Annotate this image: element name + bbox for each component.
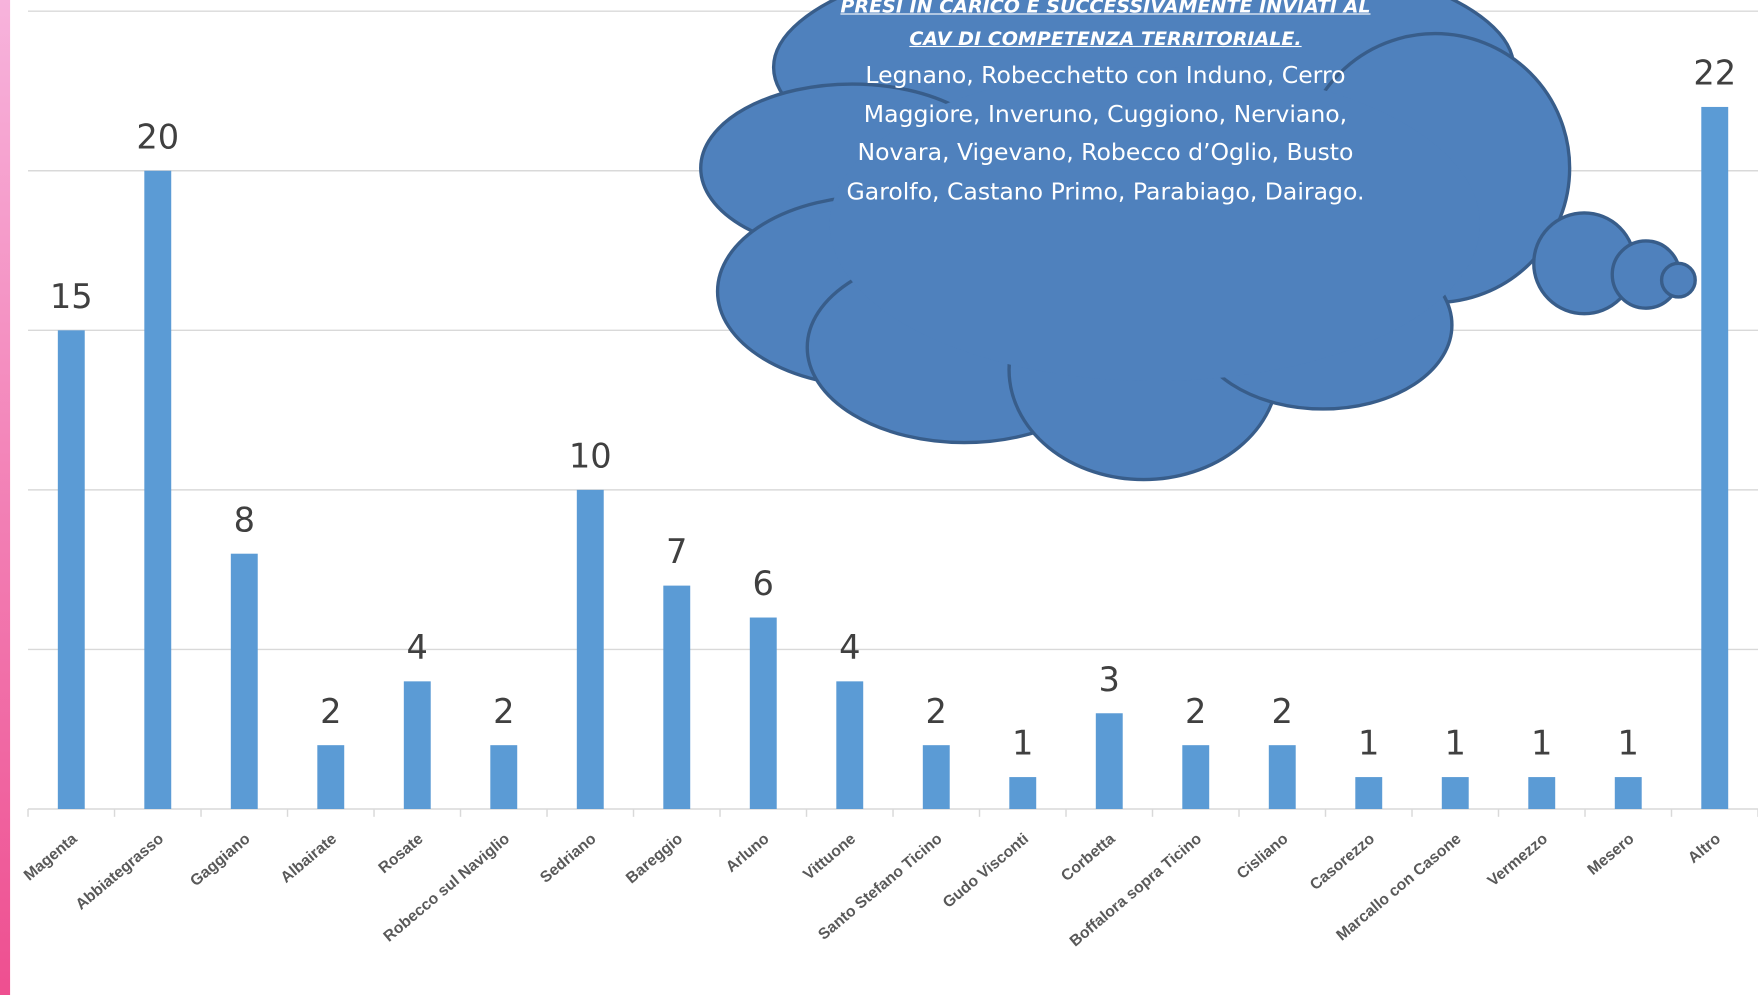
value-label: 3 <box>1099 660 1120 699</box>
page: Magenta 15 Abbiategrasso 20 Gaggiano 8 Albaira… <box>0 0 1758 995</box>
bar <box>663 586 690 809</box>
bar <box>1442 777 1469 809</box>
x-tick-label: Casorezzo <box>1307 830 1378 893</box>
value-label: 6 <box>753 564 774 603</box>
x-tick-label: Bareggio <box>623 830 686 887</box>
value-label: 2 <box>1185 692 1206 731</box>
x-tick-label: Albairate <box>278 830 341 886</box>
value-label: 2 <box>493 692 514 731</box>
chart: Magenta 15 Abbiategrasso 20 Gaggiano 8 Albaira… <box>0 0 1758 995</box>
bar <box>144 171 171 809</box>
bar <box>923 745 950 809</box>
bar <box>1009 777 1036 809</box>
bar <box>1096 713 1123 809</box>
x-tick-label: Arluno <box>723 830 773 875</box>
callout: PRESI IN CARICO E SUCCESSIVAMENTE INVIAT… <box>830 0 1382 316</box>
bar <box>836 681 863 809</box>
value-label: 1 <box>1358 724 1379 763</box>
value-label: 1 <box>1531 724 1552 763</box>
x-tick-label: Rosate <box>376 830 427 877</box>
value-label: 7 <box>666 532 687 571</box>
value-label: 8 <box>234 500 255 539</box>
bar <box>1615 777 1642 809</box>
bar <box>404 681 431 809</box>
bar <box>317 745 344 809</box>
bar <box>1701 107 1728 809</box>
value-label: 1 <box>1618 724 1639 763</box>
bar <box>1182 745 1209 809</box>
x-tick-label: Gudo Visconti <box>940 830 1032 911</box>
bar <box>231 554 258 809</box>
value-label: 1 <box>1012 724 1033 763</box>
value-label: 4 <box>839 628 860 667</box>
bar <box>490 745 517 809</box>
x-tick-label: Mesero <box>1585 830 1638 878</box>
bar <box>577 490 604 809</box>
value-label: 4 <box>407 628 428 667</box>
x-tick-label: Cisliano <box>1234 830 1292 882</box>
bar <box>1528 777 1555 809</box>
value-label: 15 <box>50 277 93 316</box>
value-label: 10 <box>569 436 612 475</box>
callout-text: Legnano, Robecchetto con Induno, Cerro M… <box>830 56 1382 211</box>
x-tick-label: Gaggiano <box>187 830 253 890</box>
value-label: 2 <box>1272 692 1293 731</box>
bar <box>750 618 777 809</box>
value-label: 22 <box>1693 54 1736 93</box>
callout-body: PRESI IN CARICO E SUCCESSIVAMENTE INVIAT… <box>830 0 1382 211</box>
bar <box>1269 745 1296 809</box>
value-label: 1 <box>1445 724 1466 763</box>
value-label: 2 <box>926 692 947 731</box>
value-label: 20 <box>136 117 179 156</box>
x-tick-label: Vermezzo <box>1485 830 1551 890</box>
side-strip <box>0 0 10 995</box>
x-tick-label: Altro <box>1685 830 1724 867</box>
x-tick-label: Sedriano <box>537 830 599 886</box>
x-tick-label: Magenta <box>21 830 81 884</box>
callout-heading: PRESI IN CARICO E SUCCESSIVAMENTE INVIAT… <box>830 0 1382 56</box>
bar <box>58 330 85 809</box>
x-tick-label: Abbiategrasso <box>73 830 167 913</box>
bar <box>1355 777 1382 809</box>
value-label: 2 <box>320 692 341 731</box>
x-tick-label: Corbetta <box>1058 830 1119 885</box>
x-tick-label: Vittuone <box>800 830 859 883</box>
